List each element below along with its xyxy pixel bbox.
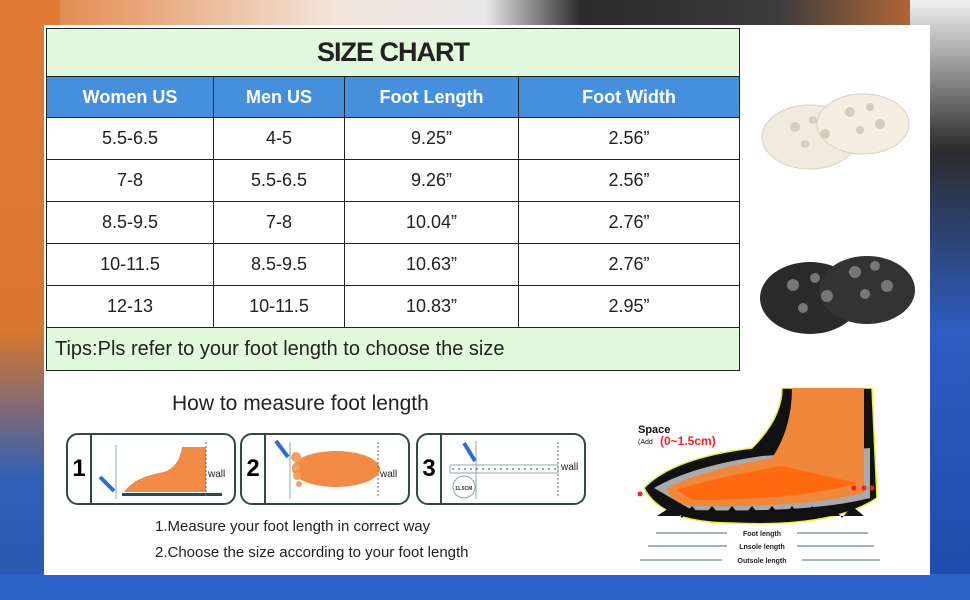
table-cell: 2.56” — [518, 117, 740, 160]
table-cell: 12-13 — [46, 285, 214, 328]
table-cell: 8.5-9.5 — [46, 201, 214, 244]
measure-step-3: 3 11.5CM wall — [416, 433, 586, 505]
table-cell: 10.83” — [344, 285, 519, 328]
outsole-length-label: Outsole length — [738, 558, 787, 565]
table-cell: 2.76” — [518, 201, 740, 244]
step-number: 2 — [242, 435, 266, 503]
wall-label: wall — [560, 462, 578, 473]
col-women-us: Women US — [46, 76, 214, 118]
black-slipper-image — [760, 256, 915, 334]
table-row: 7-8 5.5-6.5 9.26” 2.56” — [46, 159, 740, 202]
tips-text: Tips:Pls refer to your foot length to ch… — [46, 327, 740, 371]
col-men-us: Men US — [213, 76, 345, 118]
wall-label: wall — [207, 469, 225, 480]
ruler-icon: 11.5CM wall — [449, 441, 578, 499]
foot-top-icon: wall — [274, 439, 397, 499]
header-row: Women US Men US Foot Length Foot Width — [46, 76, 740, 118]
table-row: 8.5-9.5 7-8 10.04” 2.76” — [46, 201, 740, 244]
table-cell: 9.26” — [344, 159, 519, 202]
table-cell: 2.95” — [518, 285, 740, 328]
instruction-1: 1.Measure your foot length in correct wa… — [155, 518, 431, 535]
circle-label: 11.5CM — [455, 486, 472, 492]
table-cell: 10-11.5 — [46, 243, 214, 286]
measure-step-2: 2 wall — [240, 433, 410, 505]
table-cell: 2.56” — [518, 159, 740, 202]
add-value: (0~1.5cm) — [660, 434, 716, 448]
table-cell: 10.63” — [344, 243, 519, 286]
measure-step-1: 1 wall — [66, 433, 236, 505]
background-photo-top — [0, 0, 970, 28]
cream-slipper-image — [761, 93, 910, 170]
step-number: 3 — [418, 435, 442, 503]
step-number: 1 — [68, 435, 92, 503]
table-cell: 8.5-9.5 — [213, 243, 345, 286]
background-photo-bottom — [0, 574, 970, 600]
table-cell: 10.04” — [344, 201, 519, 244]
foot-length-label: Foot length — [743, 531, 781, 538]
measure-title: How to measure foot length — [172, 392, 429, 415]
shoe-length-diagram: Space (Add (0~1.5cm) Foot length Lnsole … — [637, 388, 880, 565]
insole-length-label: Lnsole length — [739, 544, 785, 551]
table-cell: 4-5 — [213, 117, 345, 160]
table-cell: 2.76” — [518, 243, 740, 286]
col-foot-length: Foot Length — [344, 76, 519, 118]
table-row: 10-11.5 8.5-9.5 10.63” 2.76” — [46, 243, 740, 286]
table-row: 5.5-6.5 4-5 9.25” 2.56” — [46, 117, 740, 160]
wall-label: wall — [379, 469, 397, 480]
table-cell: 10-11.5 — [213, 285, 345, 328]
table-cell: 5.5-6.5 — [46, 117, 214, 160]
table-row: 12-13 10-11.5 10.83” 2.95” — [46, 285, 740, 328]
size-chart-table: SIZE CHART Women US Men US Foot Length F… — [46, 28, 740, 371]
table-cell: 5.5-6.5 — [213, 159, 345, 202]
foot-side-icon: wall — [98, 442, 225, 499]
table-cell: 9.25” — [344, 117, 519, 160]
table-cell: 7-8 — [213, 201, 345, 244]
col-foot-width: Foot Width — [518, 76, 740, 118]
instruction-2: 2.Choose the size according to your foot… — [155, 544, 469, 561]
table-cell: 7-8 — [46, 159, 214, 202]
size-chart-title: SIZE CHART — [46, 28, 740, 77]
add-label: (Add — [638, 439, 653, 446]
space-label: Space — [638, 424, 670, 436]
